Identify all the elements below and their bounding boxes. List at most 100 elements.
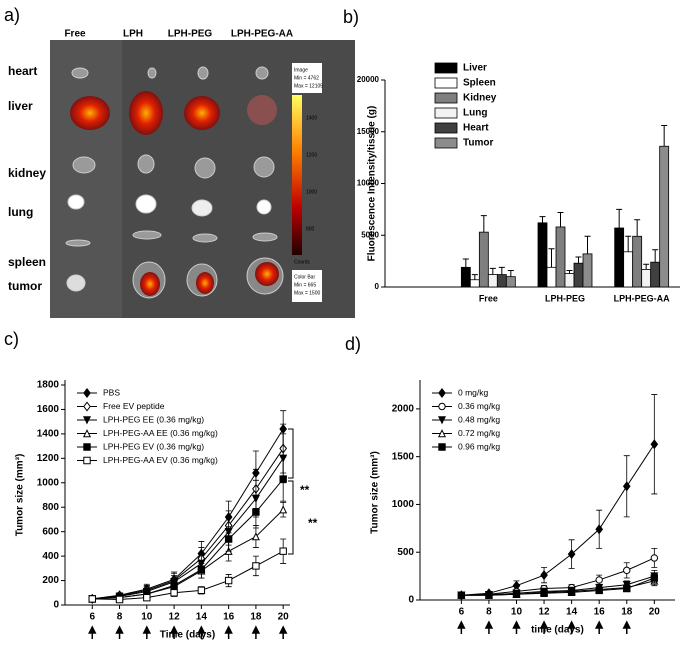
colorbar-info: Min = 665 <box>294 282 316 288</box>
data-point <box>485 591 493 599</box>
legend-label: Heart <box>463 123 489 134</box>
panel-label: a) <box>4 5 20 25</box>
legend-marker <box>82 416 92 425</box>
data-point <box>279 475 287 483</box>
bar <box>659 145 670 288</box>
row-label: tumor <box>8 279 42 293</box>
legend-swatch <box>434 92 458 104</box>
legend-label: LPH-PEG EE (0.36 mg/kg) <box>103 414 204 424</box>
y-tick-label: 0 <box>408 595 414 606</box>
colorbar-info: Max = 1500 <box>294 290 320 296</box>
error-bar <box>539 216 546 223</box>
error-bar <box>471 274 478 280</box>
error-bar <box>462 258 469 268</box>
data-point <box>251 532 260 541</box>
data-point <box>457 591 466 599</box>
data-point <box>88 595 96 603</box>
y-tick-label: 1500 <box>392 451 415 462</box>
data-point <box>623 566 631 574</box>
data-point <box>279 547 287 555</box>
y-tick-label: 10000 <box>357 179 380 188</box>
error-bar <box>584 235 591 254</box>
injection-arrow <box>512 620 521 634</box>
legend-label: 0.96 mg/kg <box>458 441 500 451</box>
y-tick-label: 200 <box>42 575 59 586</box>
y-tick-label: 0 <box>375 282 380 291</box>
x-tick-label: 8 <box>486 607 492 618</box>
bar <box>487 274 498 288</box>
data-point <box>512 590 521 598</box>
image-info: Image <box>294 67 308 73</box>
bar <box>641 269 652 288</box>
colorbar-info: Color Bar <box>294 274 315 280</box>
data-point <box>622 481 631 492</box>
panel-label: c) <box>4 329 19 349</box>
legend-label: 0.48 mg/kg <box>458 414 500 424</box>
colorbar-unit: Counts <box>294 259 310 265</box>
series-line <box>461 575 655 596</box>
legend-label: Free EV peptide <box>103 401 165 411</box>
bar <box>632 235 643 288</box>
bar <box>623 251 634 288</box>
data-point <box>224 576 233 585</box>
x-axis-label: Time (days) <box>160 630 215 641</box>
data-point <box>197 586 206 595</box>
legend-swatch <box>434 77 458 89</box>
data-point <box>595 576 603 584</box>
x-tick-label: Free <box>479 293 498 303</box>
injection-arrow <box>88 625 97 639</box>
data-point <box>595 524 604 535</box>
y-tick-label: 20000 <box>357 75 380 84</box>
series-line <box>92 550 284 601</box>
injection-arrow <box>224 625 233 639</box>
legend-marker <box>437 429 447 438</box>
error-bar <box>480 215 487 233</box>
error-bar <box>616 208 623 229</box>
injection-arrow <box>251 625 261 639</box>
x-tick-label: 6 <box>89 612 95 623</box>
legend-label: Kidney <box>463 93 497 104</box>
bar <box>555 226 566 288</box>
y-axis-label: Fluorescence Intensity/tissue (g) <box>367 106 378 262</box>
legend-swatch <box>434 122 458 134</box>
legend-label: 0 mg/kg <box>458 387 489 397</box>
annotation: ** <box>308 516 318 530</box>
y-tick-label: 15000 <box>357 127 380 136</box>
colorbar-tick-label: 1000 <box>306 189 317 195</box>
legend-marker <box>438 387 446 399</box>
y-tick-label: 600 <box>42 526 59 537</box>
bar <box>614 227 625 288</box>
colorbar-tick-label: 800 <box>306 226 315 232</box>
legend-label: PBS <box>103 387 120 397</box>
data-point <box>540 589 548 598</box>
legend-swatch <box>434 62 458 74</box>
x-tick-label: 14 <box>196 612 208 623</box>
y-axis-label: Tumor size (mm³) <box>370 451 381 534</box>
x-tick-label: 16 <box>223 612 235 623</box>
x-tick-label: 16 <box>594 607 606 618</box>
legend-label: Tumor <box>463 138 493 149</box>
series-line <box>461 577 655 596</box>
legend-marker <box>83 456 91 465</box>
legend-label: LPH-PEG-AA EE (0.36 mg/kg) <box>103 428 218 438</box>
bar <box>573 262 584 288</box>
x-tick-label: 12 <box>169 612 181 623</box>
x-tick-label: 14 <box>566 607 578 618</box>
data-point <box>567 549 576 560</box>
image-info: Min = 4762 <box>294 75 319 81</box>
row-label: lung <box>8 205 33 219</box>
bar <box>496 274 507 288</box>
legend-swatch <box>434 137 458 149</box>
legend-marker <box>82 429 92 438</box>
error-bar <box>575 256 582 264</box>
bar <box>505 276 516 288</box>
series-line <box>92 428 284 600</box>
x-tick-label: 12 <box>538 607 550 618</box>
bar <box>650 261 661 288</box>
significance-brackets <box>288 428 294 555</box>
legend-swatch <box>434 107 458 119</box>
series-line <box>461 557 655 596</box>
data-point <box>197 565 206 574</box>
x-tick-label: 20 <box>278 612 290 623</box>
